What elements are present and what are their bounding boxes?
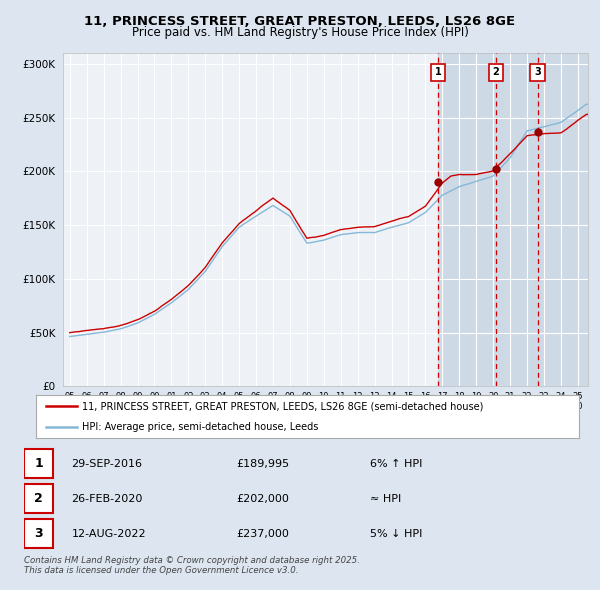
Text: 19
20: 19 20 [471, 392, 481, 411]
Text: Contains HM Land Registry data © Crown copyright and database right 2025.
This d: Contains HM Land Registry data © Crown c… [24, 556, 360, 575]
Text: 5% ↓ HPI: 5% ↓ HPI [370, 529, 422, 539]
Text: 3: 3 [534, 67, 541, 77]
Text: 24
20: 24 20 [556, 392, 566, 411]
Text: 6% ↑ HPI: 6% ↑ HPI [370, 458, 422, 468]
Text: £237,000: £237,000 [236, 529, 289, 539]
Text: £189,995: £189,995 [236, 458, 289, 468]
Text: 26-FEB-2020: 26-FEB-2020 [71, 494, 143, 503]
Text: HPI: Average price, semi-detached house, Leeds: HPI: Average price, semi-detached house,… [82, 422, 319, 432]
Text: 97
19: 97 19 [98, 392, 109, 411]
Text: 23
20: 23 20 [539, 392, 549, 411]
Text: 16
20: 16 20 [420, 392, 431, 411]
Bar [438, 53, 600, 386]
Text: 98
19: 98 19 [115, 392, 126, 411]
Text: 05
20: 05 20 [234, 392, 244, 411]
Text: 96
19: 96 19 [82, 392, 92, 411]
FancyBboxPatch shape [431, 64, 445, 81]
Text: £202,000: £202,000 [236, 494, 289, 503]
Text: 25
20: 25 20 [572, 392, 583, 411]
Text: 11
20: 11 20 [335, 392, 346, 411]
Text: 3: 3 [34, 527, 43, 540]
FancyBboxPatch shape [24, 484, 53, 513]
Text: 04
20: 04 20 [217, 392, 227, 411]
Text: 11, PRINCESS STREET, GREAT PRESTON, LEEDS, LS26 8GE: 11, PRINCESS STREET, GREAT PRESTON, LEED… [85, 15, 515, 28]
Text: 1: 1 [34, 457, 43, 470]
Text: 08
20: 08 20 [284, 392, 295, 411]
FancyBboxPatch shape [488, 64, 503, 81]
Text: 22
20: 22 20 [522, 392, 532, 411]
Text: 29-SEP-2016: 29-SEP-2016 [71, 458, 142, 468]
Text: 06
20: 06 20 [251, 392, 262, 411]
FancyBboxPatch shape [530, 64, 545, 81]
Text: 11, PRINCESS STREET, GREAT PRESTON, LEEDS, LS26 8GE (semi-detached house): 11, PRINCESS STREET, GREAT PRESTON, LEED… [82, 401, 484, 411]
Text: 95
19: 95 19 [65, 392, 75, 411]
Text: 20
20: 20 20 [488, 392, 499, 411]
Text: 14
20: 14 20 [386, 392, 397, 411]
Text: 99
19: 99 19 [132, 392, 143, 411]
Text: 18
20: 18 20 [454, 392, 464, 411]
Text: 09
20: 09 20 [302, 392, 312, 411]
Text: 13
20: 13 20 [370, 392, 380, 411]
Text: 03
20: 03 20 [200, 392, 211, 411]
Text: 01
20: 01 20 [166, 392, 176, 411]
Text: ≈ HPI: ≈ HPI [370, 494, 401, 503]
Text: 07
20: 07 20 [268, 392, 278, 411]
Text: 15
20: 15 20 [403, 392, 414, 411]
FancyBboxPatch shape [24, 449, 53, 478]
Text: 1: 1 [435, 67, 442, 77]
Text: 10
20: 10 20 [319, 392, 329, 411]
Text: 00
20: 00 20 [149, 392, 160, 411]
FancyBboxPatch shape [24, 519, 53, 548]
Text: 21
20: 21 20 [505, 392, 515, 411]
Text: 12-AUG-2022: 12-AUG-2022 [71, 529, 146, 539]
Text: 2: 2 [493, 67, 499, 77]
Text: 12
20: 12 20 [352, 392, 363, 411]
Text: Price paid vs. HM Land Registry's House Price Index (HPI): Price paid vs. HM Land Registry's House … [131, 26, 469, 39]
Text: 17
20: 17 20 [437, 392, 448, 411]
Text: 2: 2 [34, 492, 43, 505]
Text: 02
20: 02 20 [183, 392, 194, 411]
